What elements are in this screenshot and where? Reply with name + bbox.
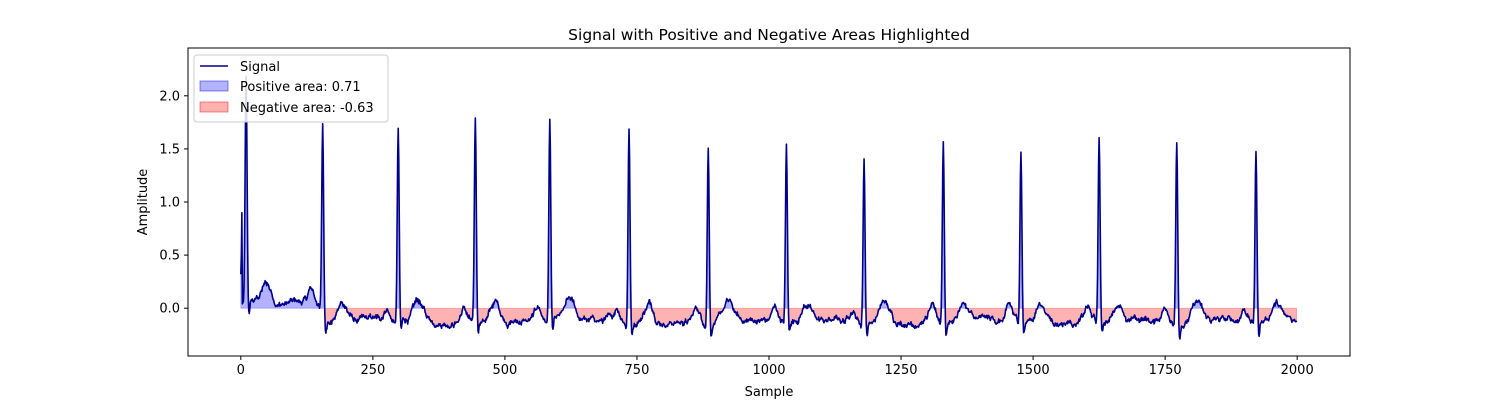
legend: Signal Positive area: 0.71 Negative area…	[193, 54, 389, 123]
y-tick-label: 0.5	[159, 249, 180, 264]
line-layer	[240, 75, 1298, 340]
x-tick-label: 1250	[884, 363, 917, 378]
y-tick-label: 1.0	[159, 196, 180, 211]
legend-positive-label: Positive area: 0.71	[240, 80, 361, 95]
y-axis: 0.0 0.5 1.0 1.5 2.0	[159, 89, 188, 317]
signal-line	[240, 75, 1298, 340]
y-tick-label: 1.5	[159, 142, 180, 157]
legend-box	[193, 54, 389, 123]
x-tick-label: 1750	[1149, 363, 1182, 378]
x-axis-label: Sample	[745, 385, 794, 400]
x-tick-label: 250	[360, 363, 385, 378]
legend-negative-swatch	[199, 101, 229, 113]
y-tick-label: 2.0	[159, 89, 180, 104]
x-axis: 0 250 500 750 1000 1250 1500 1750 2000	[237, 356, 1314, 378]
x-tick-label: 0	[237, 363, 245, 378]
legend-positive-swatch	[199, 80, 229, 92]
x-tick-label: 500	[492, 363, 517, 378]
legend-signal-label: Signal	[240, 60, 280, 75]
x-tick-label: 2000	[1281, 363, 1314, 378]
y-axis-label: Amplitude	[136, 169, 151, 236]
x-tick-label: 750	[625, 363, 650, 378]
x-tick-label: 1500	[1017, 363, 1050, 378]
legend-negative-label: Negative area: -0.63	[240, 101, 374, 116]
x-tick-label: 1000	[752, 363, 785, 378]
chart-title: Signal with Positive and Negative Areas …	[568, 26, 970, 44]
y-tick-label: 0.0	[159, 302, 180, 317]
